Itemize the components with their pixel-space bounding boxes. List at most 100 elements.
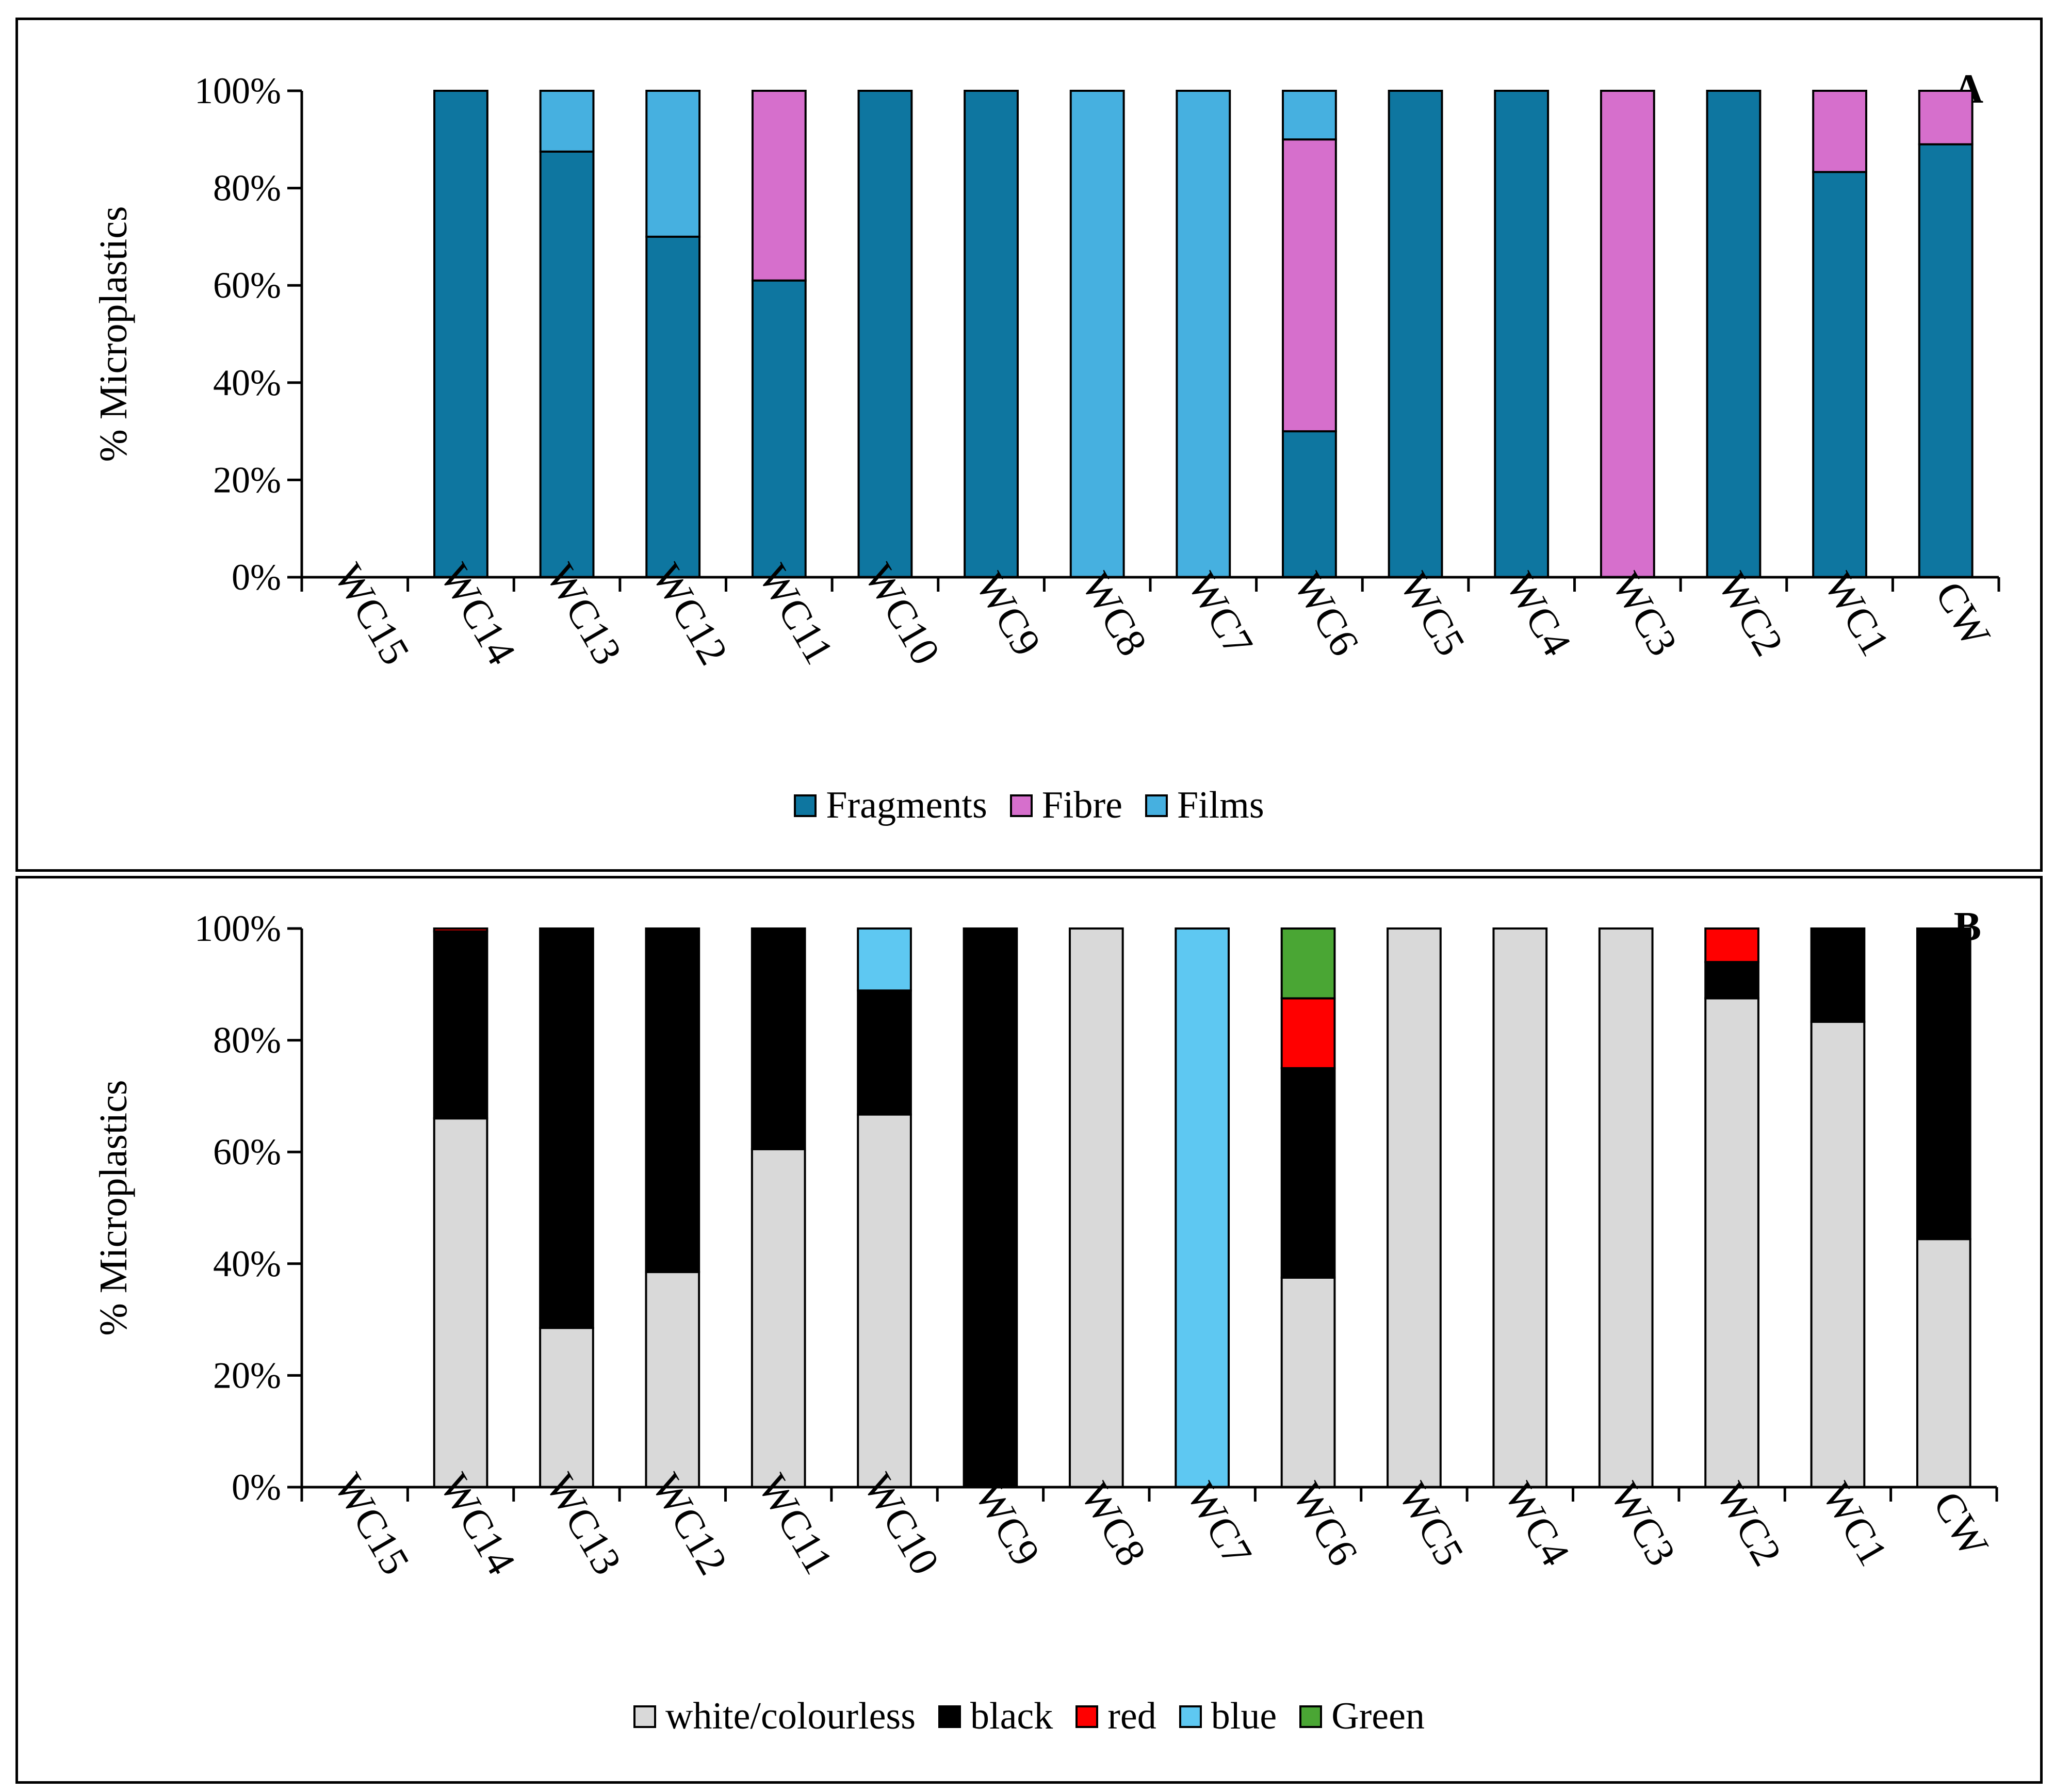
bar-segment-fibre-cw xyxy=(1918,90,1974,145)
legend-label: white/colourless xyxy=(665,1695,916,1737)
x-tick-label: WC8 xyxy=(1072,565,1155,663)
x-tick-label: WC10 xyxy=(855,557,949,673)
x-tick-label: WC10 xyxy=(855,1467,948,1583)
legend-swatch xyxy=(1299,1705,1323,1728)
bar-segment-red-wc2 xyxy=(1704,927,1759,963)
bar-segment-films-wc13 xyxy=(539,90,595,153)
bar-segment-fragments-wc9 xyxy=(964,90,1019,578)
legend-item-black: black xyxy=(938,1695,1053,1738)
y-tick-label: 0% xyxy=(232,557,281,598)
bar-segment-black-wc9 xyxy=(963,927,1018,1488)
bar-segment-fragments-wc2 xyxy=(1706,90,1762,578)
bar-segment-films-wc7 xyxy=(1176,90,1231,578)
bar-segment-blue-wc10 xyxy=(857,927,912,992)
legend-item-green: Green xyxy=(1299,1695,1425,1738)
x-tick-label: CW xyxy=(1925,1484,1997,1565)
x-tick-label: WC13 xyxy=(537,1467,630,1583)
legend-swatch xyxy=(1009,794,1033,817)
bar-segment-white-colourless-wc5 xyxy=(1387,927,1442,1488)
y-tick-label: 60% xyxy=(213,1131,281,1172)
y-tick-label: 80% xyxy=(213,168,281,209)
y-tick-label: 100% xyxy=(194,70,281,111)
x-tick-label: WC11 xyxy=(749,557,842,672)
bar-segment-white-colourless-wc1 xyxy=(1810,1020,1866,1488)
y-axis-label: % Microplastics xyxy=(92,206,135,462)
x-tick-label: WC15 xyxy=(325,557,418,673)
x-tick-label: WC11 xyxy=(749,1467,841,1582)
x-tick-label: WC12 xyxy=(643,1467,736,1583)
bar-segment-white-colourless-wc8 xyxy=(1068,927,1124,1488)
bar-segment-blue-wc7 xyxy=(1175,927,1230,1488)
legend-label: red xyxy=(1107,1695,1156,1737)
y-tick-label: 40% xyxy=(213,1243,281,1284)
legend-swatch xyxy=(1179,1705,1202,1728)
x-tick-label: WC3 xyxy=(1601,1475,1684,1573)
bar-segment-black-wc2 xyxy=(1704,960,1759,1000)
legend-swatch xyxy=(1075,1705,1099,1728)
y-axis-label: % Microplastics xyxy=(92,1080,135,1335)
bar-segment-fragments-wc1 xyxy=(1812,171,1867,578)
bar-segment-green-wc6 xyxy=(1280,927,1336,1000)
legend-item-blue: blue xyxy=(1179,1695,1277,1738)
y-tick-label: 40% xyxy=(213,362,281,403)
chart-panel-a: 0% 20% 40% 60% 80% 100%% Microplastics A WC15 WC… xyxy=(15,18,2043,872)
x-tick-label: WC8 xyxy=(1072,1475,1155,1573)
legend-label: Green xyxy=(1331,1695,1425,1737)
bar-segment-white-colourless-wc13 xyxy=(539,1327,594,1488)
bar-segment-white-colourless-wc2 xyxy=(1704,997,1759,1488)
y-tick-label: 0% xyxy=(232,1467,281,1508)
bar-segment-fragments-cw xyxy=(1918,143,1974,579)
bar-segment-fragments-wc4 xyxy=(1494,90,1550,578)
legend-item-films: Films xyxy=(1145,784,1264,827)
x-tick-label: WC2 xyxy=(1709,565,1792,663)
legend-label: Films xyxy=(1177,784,1264,826)
bar-segment-fibre-wc3 xyxy=(1600,90,1655,578)
legend-b: white/colourless black red blue Green xyxy=(18,1695,2040,1738)
bar-segment-black-cw xyxy=(1916,927,1971,1241)
x-tick-label: WC7 xyxy=(1178,1475,1261,1573)
bar-segment-white-colourless-wc12 xyxy=(645,1271,700,1488)
x-tick-label: WC6 xyxy=(1285,565,1368,663)
bar-segment-fragments-wc14 xyxy=(433,90,488,578)
bar-segment-fibre-wc6 xyxy=(1282,138,1337,433)
bar-segment-black-wc13 xyxy=(539,927,594,1329)
bar-segment-red-wc14 xyxy=(433,927,488,933)
bar-segment-white-colourless-cw xyxy=(1916,1238,1971,1488)
bar-segment-white-colourless-wc11 xyxy=(751,1148,806,1488)
y-tick-label: 100% xyxy=(194,908,281,949)
legend-swatch xyxy=(633,1705,657,1728)
y-tick-label: 20% xyxy=(213,459,281,500)
bar-segment-black-wc6 xyxy=(1280,1067,1336,1279)
bar-segment-films-wc12 xyxy=(645,90,701,238)
bar-segment-red-wc6 xyxy=(1280,997,1336,1069)
bar-segment-fibre-wc1 xyxy=(1812,90,1867,173)
x-tick-label: WC2 xyxy=(1707,1475,1790,1573)
bar-segment-white-colourless-wc10 xyxy=(857,1113,912,1489)
x-tick-label: WC14 xyxy=(431,1467,524,1583)
bar-segment-fibre-wc11 xyxy=(751,90,807,282)
x-tick-label: CW xyxy=(1926,574,1999,655)
bar-segment-black-wc11 xyxy=(751,927,806,1150)
bar-segment-black-wc14 xyxy=(433,930,488,1120)
legend-item-fragments: Fragments xyxy=(794,784,987,827)
x-tick-label: WC12 xyxy=(643,557,737,673)
bar-segment-fragments-wc12 xyxy=(645,235,701,578)
x-tick-label: WC1 xyxy=(1813,1475,1896,1573)
x-tick-label: WC9 xyxy=(967,565,1050,663)
legend-item-fibre: Fibre xyxy=(1009,784,1122,827)
x-tick-label: WC6 xyxy=(1283,1475,1366,1573)
x-tick-label: WC5 xyxy=(1390,1475,1473,1573)
x-tick-label: WC1 xyxy=(1815,565,1898,663)
bar-segment-white-colourless-wc3 xyxy=(1598,927,1654,1488)
bar-segment-fragments-wc6 xyxy=(1282,430,1337,578)
bar-segment-films-wc6 xyxy=(1282,90,1337,141)
bar-segment-white-colourless-wc14 xyxy=(433,1117,488,1489)
legend-label: blue xyxy=(1211,1695,1277,1737)
bar-segment-fragments-wc10 xyxy=(857,90,913,578)
bar-segment-fragments-wc13 xyxy=(539,150,595,578)
x-tick-label: WC5 xyxy=(1391,565,1474,663)
y-tick-label: 60% xyxy=(213,265,281,306)
bar-segment-black-wc1 xyxy=(1810,927,1866,1023)
legend-label: black xyxy=(970,1695,1053,1737)
